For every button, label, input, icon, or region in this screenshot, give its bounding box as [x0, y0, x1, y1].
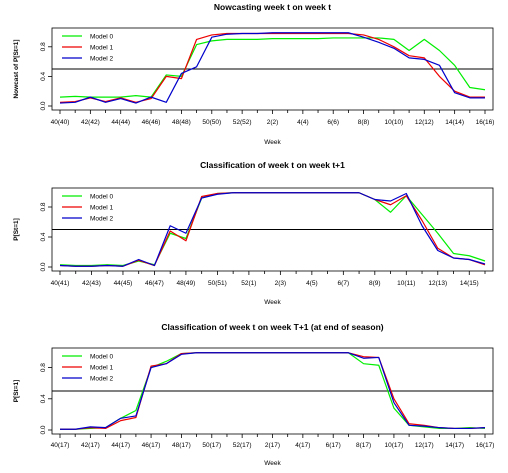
- chart-title: Nowcasting week t on week t: [214, 2, 331, 12]
- x-axis-label: Week: [264, 460, 281, 467]
- x-tick-label: 4(5): [306, 280, 318, 287]
- x-tick-label: 10(17): [385, 442, 404, 449]
- x-tick-label: 42(17): [81, 442, 100, 449]
- x-tick-label: 48(49): [177, 280, 196, 287]
- y-tick-label: 0.0: [40, 425, 47, 434]
- y-tick-label: 0.4: [40, 232, 47, 241]
- x-tick-label: 52(1): [241, 280, 256, 287]
- y-tick-label: 0.0: [40, 262, 47, 271]
- series-line-model-1: [59, 32, 485, 103]
- x-tick-label: 8(17): [356, 442, 371, 449]
- x-tick-label: 46(17): [142, 442, 161, 449]
- x-tick-label: 16(17): [476, 442, 495, 449]
- x-tick-label: 46(47): [145, 280, 164, 287]
- x-tick-label: 48(17): [172, 442, 191, 449]
- series-line-model-2: [60, 352, 486, 430]
- x-tick-label: 44(44): [111, 119, 130, 126]
- x-tick-label: 48(48): [172, 119, 191, 126]
- x-tick-label: 6(17): [326, 442, 341, 449]
- x-tick-label: 10(11): [397, 280, 415, 287]
- y-tick-label: 0.4: [40, 72, 47, 81]
- x-tick-label: 14(17): [445, 442, 464, 449]
- y-axis-label: Nowcast of P[St=1]: [13, 39, 20, 98]
- x-tick-label: 12(17): [415, 442, 434, 449]
- chart-title: Classification of week t on week T+1 (at…: [161, 322, 383, 332]
- x-tick-label: 44(17): [111, 442, 130, 449]
- x-axis-label: Week: [264, 139, 281, 146]
- x-tick-label: 6(7): [338, 280, 350, 287]
- x-tick-label: 52(17): [233, 442, 252, 449]
- x-tick-label: 8(8): [358, 119, 370, 126]
- x-tick-label: 10(10): [385, 119, 404, 126]
- x-tick-label: 8(9): [369, 280, 381, 287]
- x-tick-label: 4(4): [297, 119, 309, 126]
- y-axis-label: P[St=1]: [13, 218, 20, 241]
- x-tick-label: 52(52): [233, 119, 252, 126]
- x-tick-label: 42(42): [81, 119, 100, 126]
- x-tick-label: 12(13): [428, 280, 447, 287]
- x-tick-label: 2(2): [267, 119, 279, 126]
- x-tick-label: 6(6): [327, 119, 339, 126]
- x-tick-label: 42(43): [82, 280, 101, 287]
- series-line-model-2: [59, 192, 486, 267]
- y-tick-label: 0.8: [40, 363, 47, 372]
- legend-label: Model 1: [90, 45, 114, 52]
- x-axis-label: Week: [264, 299, 281, 306]
- x-tick-label: 2(3): [275, 280, 287, 287]
- x-tick-label: 4(17): [295, 442, 310, 449]
- x-tick-label: 44(45): [114, 280, 133, 287]
- series-line-model-0: [59, 37, 486, 98]
- y-tick-label: 0.4: [40, 394, 47, 403]
- y-tick-label: 0.8: [40, 202, 47, 211]
- x-tick-label: 2(17): [265, 442, 280, 449]
- legend-label: Model 2: [90, 376, 114, 383]
- legend-label: Model 0: [90, 194, 114, 201]
- legend-label: Model 1: [90, 205, 114, 212]
- x-tick-label: 12(12): [415, 119, 434, 126]
- legend-label: Model 1: [90, 365, 114, 372]
- series-line-model-2: [59, 32, 485, 104]
- y-tick-label: 0.0: [40, 101, 47, 110]
- legend-label: Model 2: [90, 56, 114, 63]
- x-tick-label: 50(51): [208, 280, 227, 287]
- legend-label: Model 0: [90, 34, 114, 41]
- x-tick-label: 50(17): [202, 442, 221, 449]
- y-axis-label: P[St=1]: [13, 380, 20, 403]
- x-tick-label: 14(15): [460, 280, 479, 287]
- legend-label: Model 0: [90, 354, 114, 361]
- x-tick-label: 46(46): [142, 119, 161, 126]
- legend-label: Model 2: [90, 216, 114, 223]
- chart-title: Classification of week t on week t+1: [200, 160, 345, 170]
- x-tick-label: 40(41): [51, 280, 70, 287]
- x-tick-label: 40(40): [51, 119, 70, 126]
- y-tick-label: 0.8: [40, 42, 47, 51]
- x-tick-label: 14(14): [445, 119, 464, 126]
- x-tick-label: 50(50): [202, 119, 221, 126]
- x-tick-label: 40(17): [51, 442, 70, 449]
- x-tick-label: 16(16): [476, 119, 495, 126]
